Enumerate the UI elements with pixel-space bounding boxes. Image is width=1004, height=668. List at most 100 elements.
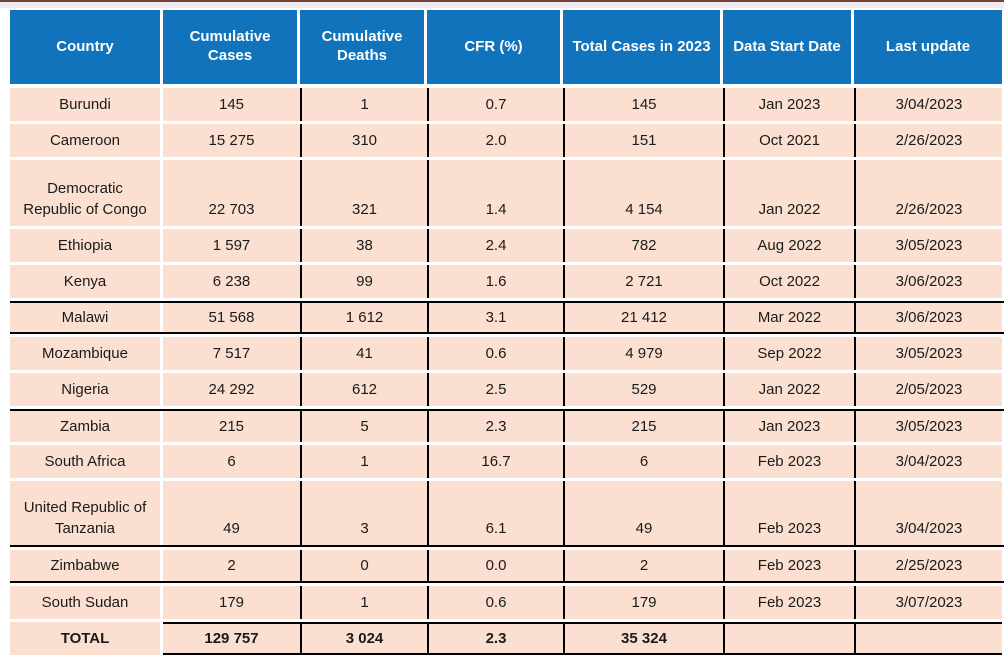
total-cases-2023-cell: 215 [563,411,723,442]
cumulative-cases-cell: 6 [163,445,300,478]
cumulative-cases-cell: 49 [163,481,300,545]
header-cumulative-deaths: Cumulative Deaths [300,10,424,84]
table-row: Kenya 6 238 99 1.6 2 721 Oct 2022 3/06/2… [10,265,1004,298]
last-update-cell [854,622,1002,655]
country-cell: South Sudan [10,586,160,619]
data-start-date-cell [723,622,854,655]
cfr-cell: 6.1 [427,481,563,545]
data-start-date-cell: Oct 2021 [723,124,854,157]
table-row: TOTAL 129 757 3 024 2.3 35 324 [10,622,1004,655]
cfr-cell: 0.6 [427,586,563,619]
country-cell: Zimbabwe [10,550,160,581]
header-cfr: CFR (%) [427,10,560,84]
table-row: United Republic of Tanzania 49 3 6.1 49 … [10,481,1004,547]
total-cases-2023-cell: 4 154 [563,160,723,226]
cumulative-deaths-cell: 3 024 [300,622,427,655]
country-cell: South Africa [10,445,160,478]
country-cell: United Republic of Tanzania [10,481,160,545]
total-cases-2023-cell: 21 412 [563,303,723,332]
cfr-cell: 16.7 [427,445,563,478]
data-start-date-cell: Jan 2022 [723,160,854,226]
table-body: Burundi 145 1 0.7 145 Jan 2023 3/04/2023… [10,88,1004,655]
total-cases-2023-cell: 145 [563,88,723,121]
cumulative-deaths-cell: 1 [300,445,427,478]
data-start-date-cell: Jan 2023 [723,411,854,442]
total-cases-2023-cell: 782 [563,229,723,262]
cumulative-deaths-cell: 321 [300,160,427,226]
cfr-cell: 1.6 [427,265,563,298]
cumulative-deaths-cell: 3 [300,481,427,545]
header-data-start-date: Data Start Date [723,10,851,84]
last-update-cell: 2/26/2023 [854,160,1002,226]
country-cell: Malawi [10,303,160,332]
data-start-date-cell: Sep 2022 [723,337,854,370]
cfr-cell: 2.0 [427,124,563,157]
data-start-date-cell: Oct 2022 [723,265,854,298]
header-last-update: Last update [854,10,1002,84]
cumulative-deaths-cell: 99 [300,265,427,298]
cfr-cell: 0.6 [427,337,563,370]
total-cases-2023-cell: 2 [563,550,723,581]
data-start-date-cell: Aug 2022 [723,229,854,262]
last-update-cell: 2/05/2023 [854,373,1002,406]
cfr-cell: 3.1 [427,303,563,332]
cumulative-deaths-cell: 1 [300,88,427,121]
data-start-date-cell: Feb 2023 [723,481,854,545]
page-top-rule [0,0,1004,2]
cfr-cell: 2.4 [427,229,563,262]
cumulative-deaths-cell: 5 [300,411,427,442]
cumulative-cases-cell: 215 [163,411,300,442]
table-row: South Sudan 179 1 0.6 179 Feb 2023 3/07/… [10,586,1004,619]
total-cases-2023-cell: 49 [563,481,723,545]
cumulative-cases-cell: 145 [163,88,300,121]
cumulative-deaths-cell: 41 [300,337,427,370]
data-start-date-cell: Mar 2022 [723,303,854,332]
data-start-date-cell: Jan 2023 [723,88,854,121]
table-row: South Africa 6 1 16.7 6 Feb 2023 3/04/20… [10,445,1004,478]
country-cell: TOTAL [10,622,160,655]
total-cases-2023-cell: 6 [563,445,723,478]
last-update-cell: 3/04/2023 [854,445,1002,478]
country-cell: Burundi [10,88,160,121]
header-country: Country [10,10,160,84]
data-start-date-cell: Feb 2023 [723,445,854,478]
last-update-cell: 3/06/2023 [854,303,1002,332]
cfr-cell: 2.3 [427,622,563,655]
total-cases-2023-cell: 35 324 [563,622,723,655]
cfr-cell: 1.4 [427,160,563,226]
country-cell: Nigeria [10,373,160,406]
cumulative-deaths-cell: 310 [300,124,427,157]
cumulative-cases-cell: 179 [163,586,300,619]
table-row: Malawi 51 568 1 612 3.1 21 412 Mar 2022 … [10,301,1004,334]
data-start-date-cell: Feb 2023 [723,586,854,619]
header-total-cases-2023: Total Cases in 2023 [563,10,720,84]
country-cell: Zambia [10,411,160,442]
last-update-cell: 3/04/2023 [854,88,1002,121]
last-update-cell: 2/26/2023 [854,124,1002,157]
cumulative-cases-cell: 24 292 [163,373,300,406]
total-cases-2023-cell: 4 979 [563,337,723,370]
table-row: Cameroon 15 275 310 2.0 151 Oct 2021 2/2… [10,124,1004,157]
table-row: Zambia 215 5 2.3 215 Jan 2023 3/05/2023 [10,409,1004,442]
last-update-cell: 3/05/2023 [854,411,1002,442]
table-row: Ethiopia 1 597 38 2.4 782 Aug 2022 3/05/… [10,229,1004,262]
last-update-cell: 3/04/2023 [854,481,1002,545]
cumulative-cases-cell: 129 757 [163,622,300,655]
table-row: Zimbabwe 2 0 0.0 2 Feb 2023 2/25/2023 [10,550,1004,583]
total-cases-2023-cell: 179 [563,586,723,619]
country-cell: Democratic Republic of Congo [10,160,160,226]
cfr-cell: 2.3 [427,411,563,442]
last-update-cell: 3/06/2023 [854,265,1002,298]
cfr-cell: 2.5 [427,373,563,406]
cumulative-cases-cell: 6 238 [163,265,300,298]
table-header-row: Country Cumulative Cases Cumulative Deat… [10,10,1004,84]
country-cell: Kenya [10,265,160,298]
last-update-cell: 3/07/2023 [854,586,1002,619]
cholera-country-table: Country Cumulative Cases Cumulative Deat… [0,9,1004,655]
page-top-strip [0,2,1004,9]
cumulative-deaths-cell: 1 612 [300,303,427,332]
data-start-date-cell: Jan 2022 [723,373,854,406]
cfr-cell: 0.0 [427,550,563,581]
country-cell: Mozambique [10,337,160,370]
